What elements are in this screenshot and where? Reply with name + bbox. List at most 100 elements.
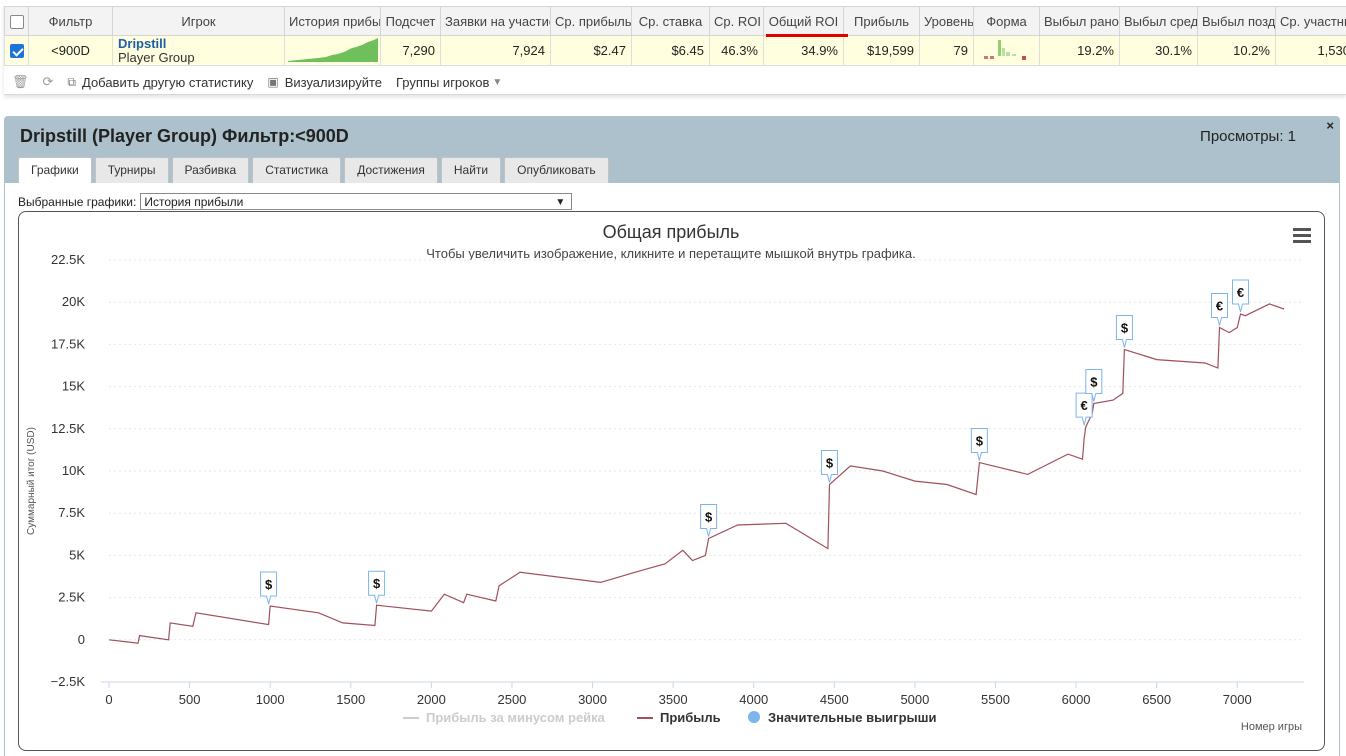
add-stat-label: Добавить другую статистику <box>82 75 253 90</box>
close-icon[interactable]: × <box>1326 118 1334 133</box>
header-avg-roi[interactable]: Ср. ROI <box>710 7 764 36</box>
chart-selector-row: Выбранные графики: История прибыли ▼ <box>18 193 572 210</box>
form-bar <box>1002 48 1005 56</box>
flag-symbol: € <box>1216 299 1223 314</box>
chart-select-value: История прибыли <box>144 195 243 209</box>
row-checkbox[interactable] <box>10 44 24 58</box>
header-avg-field[interactable]: Ср. участников <box>1276 7 1346 36</box>
x-tick-label: 2000 <box>417 692 446 707</box>
form-bar <box>1006 52 1010 56</box>
x-tick-label: 3000 <box>578 692 607 707</box>
big-win-flag[interactable]: € <box>1076 393 1092 425</box>
cell-filter: <900D <box>29 36 113 66</box>
header-level[interactable]: Уровень <box>920 7 974 36</box>
tab-breakdown[interactable]: Разбивка <box>172 157 250 183</box>
cell-count: 7,290 <box>381 36 441 66</box>
panel-body: Выбранные графики: История прибыли ▼ Общ… <box>5 183 1339 756</box>
y-tick-label: 22.5K <box>51 252 85 267</box>
menu-line <box>1293 228 1311 231</box>
cell-player: Dripstill Player Group <box>113 36 285 66</box>
tab-find[interactable]: Найти <box>441 157 501 183</box>
views-counter: Просмотры: 1 <box>1200 128 1296 145</box>
legend-item-profit[interactable]: Прибыль <box>637 710 721 725</box>
cell-early-out: 19.2% <box>1040 36 1120 66</box>
x-tick-label: 5000 <box>900 692 929 707</box>
flag-symbol: $ <box>705 510 713 525</box>
x-tick-label: 4500 <box>820 692 849 707</box>
legend-item-rake[interactable]: Прибыль за минусом рейка <box>403 710 606 725</box>
header-late-out[interactable]: Выбыл поздно <box>1198 7 1276 36</box>
header-early-out[interactable]: Выбыл рано <box>1040 7 1120 36</box>
big-win-flag[interactable]: € <box>1212 294 1228 326</box>
cell-avg-stake: $6.45 <box>632 36 710 66</box>
player-group-label: Player Group <box>118 51 279 65</box>
table-row[interactable]: <900D Dripstill Player Group 7,290 7,924… <box>5 36 1346 66</box>
player-panel: Dripstill (Player Group) Фильтр:<900D Пр… <box>4 116 1340 756</box>
header-entries[interactable]: Заявки на участие <box>441 7 551 36</box>
tab-tournaments[interactable]: Турниры <box>95 157 169 183</box>
x-tick-label: 500 <box>179 692 201 707</box>
image-icon: ▣ <box>267 75 278 89</box>
big-win-flag[interactable]: $ <box>971 429 987 461</box>
menu-line <box>1293 240 1311 243</box>
add-stat-button[interactable]: ⧉ Добавить другую статистику <box>67 75 253 90</box>
header-avg-profit[interactable]: Ср. прибыль <box>551 7 632 36</box>
profit-chart-svg[interactable]: Общая прибыль Чтобы увеличить изображени… <box>19 212 1324 750</box>
header-avg-stake[interactable]: Ср. ставка <box>632 7 710 36</box>
x-tick-label: 0 <box>105 692 112 707</box>
x-axis-label: Номер игры <box>1241 721 1302 733</box>
flag-symbol: € <box>1237 285 1244 300</box>
select-all-checkbox[interactable] <box>10 15 24 29</box>
legend-label-rake: Прибыль за минусом рейка <box>426 710 606 725</box>
flag-symbol: $ <box>976 434 984 449</box>
tab-statistics[interactable]: Статистика <box>252 157 341 183</box>
flag-symbol: $ <box>265 577 273 592</box>
x-tick-label: 4000 <box>739 692 768 707</box>
tab-achievements[interactable]: Достижения <box>344 157 438 183</box>
flag-symbol: $ <box>1090 374 1098 389</box>
visualize-button[interactable]: ▣ Визуализируйте <box>267 75 382 90</box>
caret-down-icon: ▼ <box>492 77 502 88</box>
header-profit-history[interactable]: История прибыли <box>285 7 381 36</box>
big-win-flag[interactable]: $ <box>1116 315 1132 347</box>
header-player[interactable]: Игрок <box>113 7 285 36</box>
header-count[interactable]: Подсчет <box>381 7 441 36</box>
total-roi-highlight <box>766 34 848 37</box>
big-win-flag[interactable]: $ <box>369 571 385 603</box>
tab-publish[interactable]: Опубликовать <box>504 157 608 183</box>
chart-selector-label: Выбранные графики: <box>18 195 136 209</box>
trash-icon[interactable]: 🗑 <box>12 74 29 90</box>
chart-menu-icon[interactable] <box>1293 228 1311 243</box>
big-win-flag[interactable]: € <box>1232 280 1248 312</box>
row-select-cell[interactable] <box>5 36 29 66</box>
select-all-header[interactable] <box>5 7 29 36</box>
header-filter[interactable]: Фильтр <box>29 7 113 36</box>
y-tick-label: 20K <box>62 294 85 309</box>
flag-symbol: € <box>1081 398 1088 413</box>
header-mid-out[interactable]: Выбыл средне <box>1120 7 1198 36</box>
visualize-label: Визуализируйте <box>285 75 382 90</box>
chart-select[interactable]: История прибыли ▼ <box>140 193 572 210</box>
tab-charts[interactable]: Графики <box>18 157 92 184</box>
big-win-flag[interactable]: $ <box>701 505 717 537</box>
profit-series-line[interactable] <box>109 304 1284 643</box>
header-total-roi[interactable]: Общий ROI <box>764 7 844 36</box>
header-profit[interactable]: Прибыль <box>844 7 920 36</box>
cell-avg-field: 1,530 <box>1276 36 1346 66</box>
big-win-flag[interactable]: $ <box>821 451 837 483</box>
profit-chart[interactable]: Общая прибыль Чтобы увеличить изображени… <box>18 211 1325 751</box>
player-groups-dropdown[interactable]: Группы игроков ▼ <box>396 75 502 90</box>
copy-icon: ⧉ <box>67 75 76 90</box>
cell-total-roi: 34.9% <box>764 36 844 66</box>
y-tick-label: −2.5K <box>51 674 86 689</box>
big-win-flag[interactable]: $ <box>261 572 277 604</box>
chevron-down-icon: ▼ <box>555 194 565 211</box>
header-form[interactable]: Форма <box>974 7 1040 36</box>
refresh-icon[interactable]: ⟳ <box>43 74 54 90</box>
y-tick-label: 5K <box>69 547 85 562</box>
legend-item-big-wins[interactable]: Значительные выигрыши <box>748 710 936 725</box>
y-tick-label: 7.5K <box>58 505 85 520</box>
player-name-link[interactable]: Dripstill <box>118 37 279 51</box>
y-tick-label: 2.5K <box>58 590 85 605</box>
